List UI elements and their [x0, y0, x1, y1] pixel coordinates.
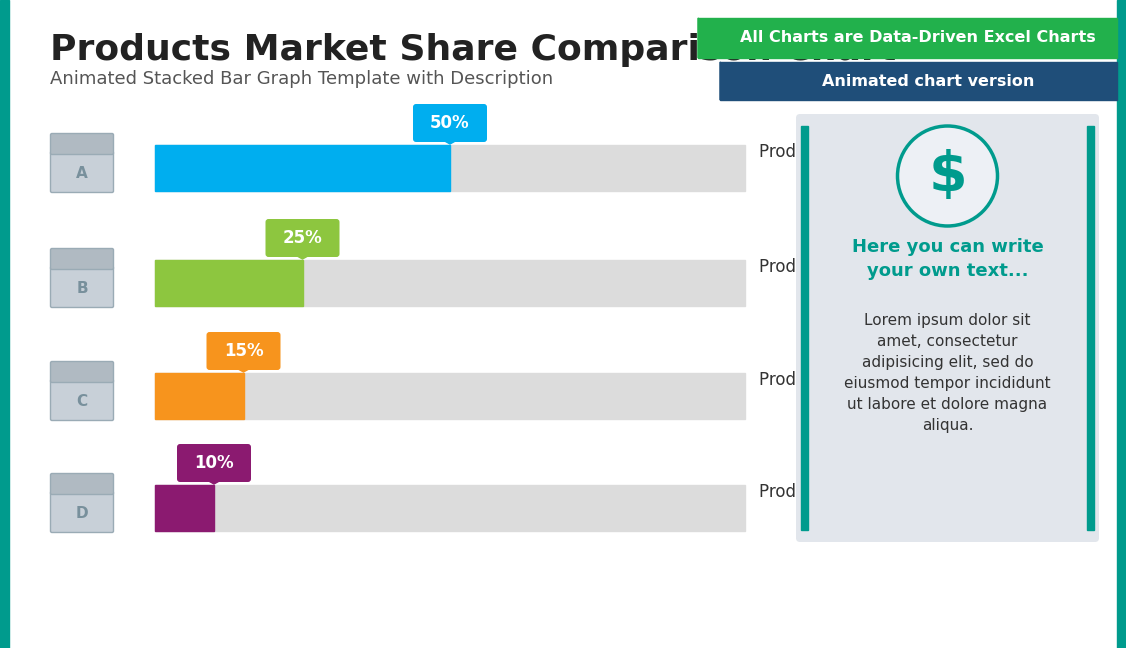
Text: Animated Stacked Bar Graph Template with Description: Animated Stacked Bar Graph Template with…	[50, 70, 553, 88]
Polygon shape	[720, 62, 742, 100]
Text: A: A	[77, 167, 88, 181]
Bar	[801, 126, 808, 530]
Text: C: C	[77, 395, 88, 410]
FancyBboxPatch shape	[51, 266, 114, 308]
Text: Product C: Product C	[759, 371, 839, 389]
Text: Lorem ipsum dolor sit
amet, consectetur
adipisicing elit, sed do
eiusmod tempor : Lorem ipsum dolor sit amet, consectetur …	[844, 313, 1051, 433]
Polygon shape	[234, 367, 252, 372]
Text: Product D: Product D	[759, 483, 840, 501]
Text: D: D	[75, 506, 88, 522]
Polygon shape	[441, 139, 459, 144]
FancyBboxPatch shape	[51, 491, 114, 533]
Text: $: $	[928, 149, 967, 203]
Text: Products Market Share Comparison Chart: Products Market Share Comparison Chart	[50, 33, 896, 67]
FancyBboxPatch shape	[266, 219, 340, 257]
Text: 10%: 10%	[194, 454, 234, 472]
Bar	[155, 260, 745, 306]
Text: All Charts are Data-Driven Excel Charts: All Charts are Data-Driven Excel Charts	[740, 30, 1096, 45]
Text: Animated chart version: Animated chart version	[822, 73, 1035, 89]
FancyBboxPatch shape	[177, 444, 251, 482]
Text: 50%: 50%	[430, 114, 470, 132]
Bar	[155, 373, 243, 419]
FancyBboxPatch shape	[51, 152, 114, 192]
Bar	[1117, 0, 1126, 648]
Bar	[0, 0, 9, 648]
Bar	[155, 485, 214, 531]
FancyBboxPatch shape	[413, 104, 488, 142]
Polygon shape	[294, 254, 312, 259]
FancyBboxPatch shape	[51, 380, 114, 421]
FancyBboxPatch shape	[51, 362, 114, 382]
Bar	[155, 145, 745, 191]
Bar	[155, 145, 450, 191]
Text: Product A: Product A	[759, 143, 839, 161]
Bar	[698, 18, 1117, 58]
Bar	[155, 485, 745, 531]
FancyBboxPatch shape	[796, 114, 1099, 542]
Bar	[155, 260, 303, 306]
FancyBboxPatch shape	[51, 248, 114, 270]
Text: B: B	[77, 281, 88, 296]
Bar	[155, 373, 745, 419]
Polygon shape	[698, 18, 720, 58]
FancyBboxPatch shape	[206, 332, 280, 370]
Bar	[1087, 126, 1094, 530]
Bar	[720, 62, 1117, 100]
FancyBboxPatch shape	[51, 133, 114, 154]
Text: Product B: Product B	[759, 258, 839, 276]
Text: 15%: 15%	[224, 342, 263, 360]
Text: Here you can write
your own text...: Here you can write your own text...	[851, 238, 1044, 279]
FancyBboxPatch shape	[51, 474, 114, 494]
Polygon shape	[205, 479, 223, 484]
Text: 25%: 25%	[283, 229, 322, 247]
Circle shape	[897, 126, 998, 226]
